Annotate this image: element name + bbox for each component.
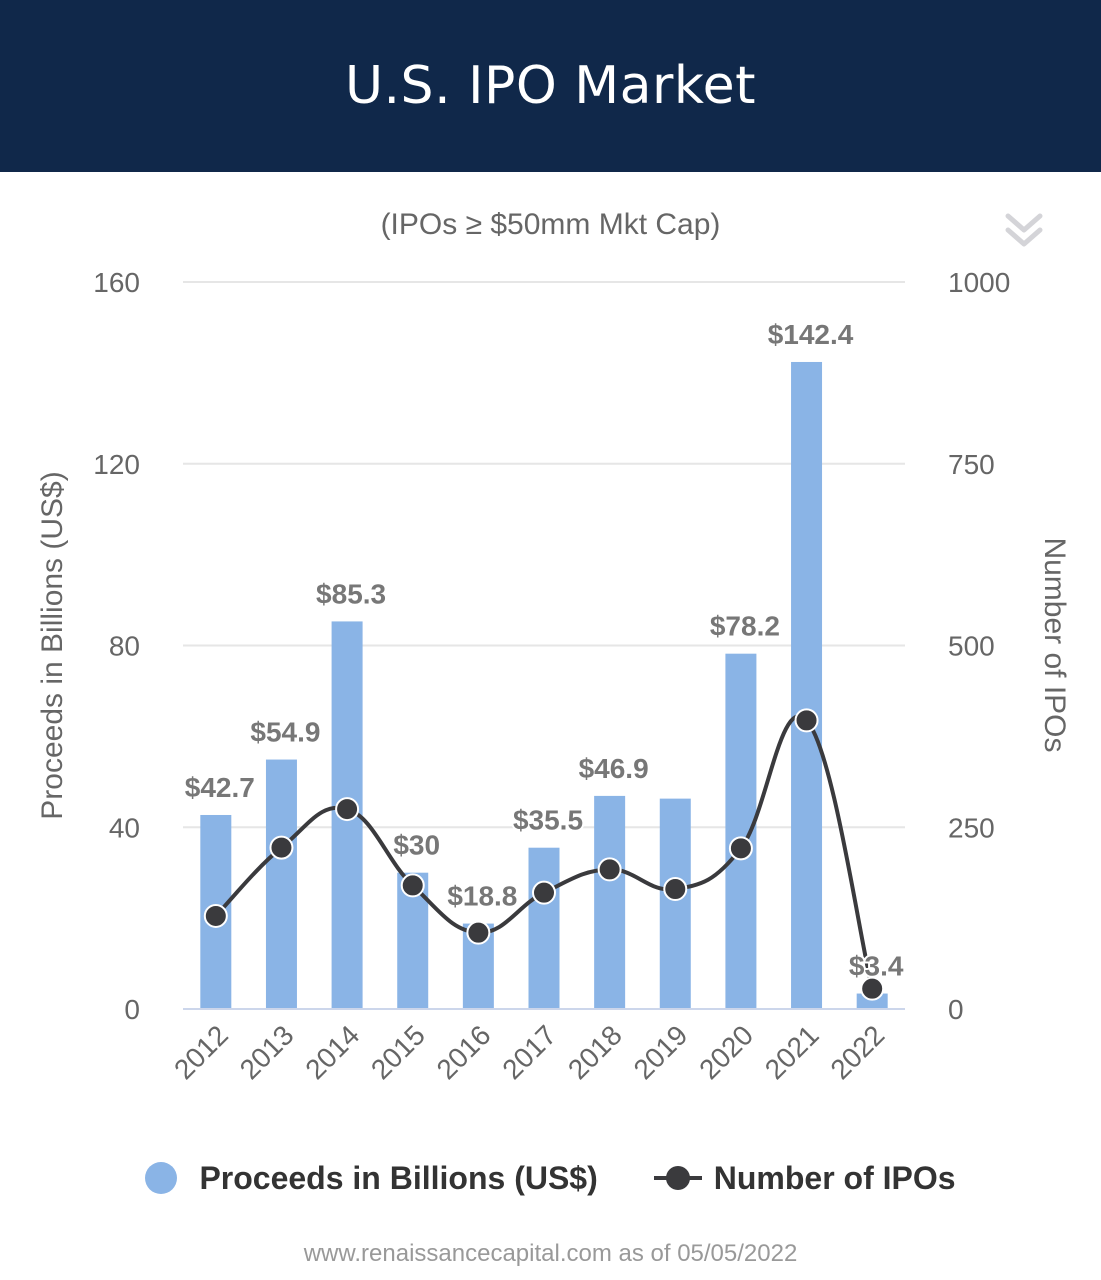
bar-data-label: $54.9	[250, 717, 320, 748]
x-tick-label: 2012	[168, 1019, 234, 1085]
y-left-tick-label: 160	[93, 267, 140, 298]
y-left-axis-title: Proceeds in Billions (US$)	[36, 471, 69, 819]
ipo-count-point	[269, 835, 294, 860]
bar	[791, 361, 823, 1010]
legend-bar-swatch	[145, 1162, 178, 1194]
ipo-count-point	[532, 880, 556, 905]
y-left-tick-label: 80	[109, 631, 140, 662]
x-tick-label: 2015	[365, 1019, 431, 1085]
x-tick-label: 2014	[299, 1019, 365, 1085]
ipo-count-point	[400, 873, 425, 898]
ipo-count-point	[466, 920, 491, 945]
x-tick-label: 2021	[759, 1019, 825, 1085]
chart-header: U.S. IPO Market	[0, 0, 1101, 172]
legend-label-proceeds: Proceeds in Billions (US$)	[199, 1159, 598, 1196]
bar	[528, 847, 560, 1009]
ipo-count-point	[335, 797, 360, 822]
x-tick-label: 2016	[431, 1019, 497, 1085]
bar-data-label: $46.9	[579, 753, 649, 784]
legend-item-ipos[interactable]: Number of IPOs	[653, 1159, 956, 1197]
y-left-tick-label: 40	[109, 812, 140, 843]
legend-line-swatch	[653, 1162, 702, 1194]
bar-data-label: $78.2	[710, 611, 780, 642]
bar-data-label: $30	[393, 830, 440, 861]
bar-data-label: $35.5	[513, 805, 583, 836]
bar-data-label: $18.8	[447, 881, 517, 912]
x-tick-label: 2019	[628, 1019, 694, 1085]
x-tick-label: 2017	[496, 1019, 562, 1085]
bar	[594, 795, 626, 1009]
legend-label-ipos: Number of IPOs	[713, 1159, 956, 1196]
chart-subtitle: (IPOs ≥ $50mm Mkt Cap)	[380, 208, 721, 241]
ipo-count-point	[794, 708, 819, 733]
y-left-tick-label: 120	[93, 449, 140, 480]
chart-menu-button[interactable]	[1002, 208, 1046, 252]
ipo-count-point	[663, 877, 688, 902]
bar-data-label: $42.7	[185, 772, 255, 803]
chart-legend: Proceeds in Billions (US$) Number of IPO…	[0, 1150, 1101, 1206]
y-right-tick-label: 250	[948, 812, 995, 843]
y-right-tick-label: 750	[948, 449, 995, 480]
y-right-tick-label: 1000	[948, 267, 1010, 298]
bar-data-label: $3.4	[849, 951, 904, 982]
y-left-tick-label: 0	[124, 994, 140, 1025]
chart-title: U.S. IPO Market	[344, 56, 757, 116]
legend-item-proceeds[interactable]: Proceeds in Billions (US$)	[145, 1159, 598, 1197]
y-right-tick-label: 500	[948, 631, 995, 662]
bar-data-label: $85.3	[316, 578, 386, 609]
ipo-count-point	[203, 903, 228, 928]
y-right-tick-label: 0	[948, 994, 964, 1025]
bar-data-label: $142.4	[768, 319, 854, 350]
ipo-chart: 0 40 80 120 160 0 250 500 750 1000 Proceeds in Bil…	[36, 267, 1071, 1085]
source-credit: www.renaissancecapital.com as of 05/05/2…	[303, 1240, 798, 1267]
x-tick-label: 2020	[693, 1019, 759, 1085]
ipo-count-point	[860, 976, 885, 1001]
y-right-axis-title: Number of IPOs	[1038, 537, 1071, 752]
x-tick-label: 2013	[234, 1019, 300, 1085]
double-chevron-down-icon	[1005, 213, 1043, 247]
x-tick-label: 2022	[824, 1019, 890, 1085]
bar	[659, 798, 691, 1009]
ipo-count-point	[728, 836, 753, 861]
ipo-count-point	[597, 857, 622, 882]
x-tick-label: 2018	[562, 1019, 628, 1085]
bar	[265, 759, 297, 1009]
